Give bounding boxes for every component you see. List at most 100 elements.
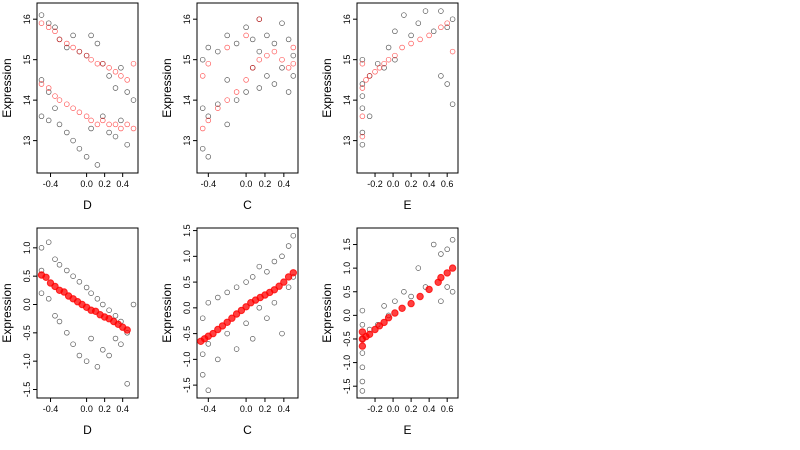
- data-point: [118, 73, 124, 79]
- data-point: [38, 20, 45, 26]
- x-tick-label: 0.2: [405, 179, 418, 189]
- data-point: [94, 162, 101, 168]
- data-point: [430, 241, 437, 248]
- data-point: [56, 36, 63, 43]
- data-point: [199, 315, 206, 321]
- data-point: [88, 290, 94, 296]
- x-axis-label: D: [83, 198, 92, 212]
- data-point: [264, 32, 270, 39]
- data-point: [118, 341, 124, 347]
- plot-frame: [36, 2, 139, 174]
- data-point: [112, 133, 119, 140]
- data-point: [38, 245, 45, 251]
- data-point: [124, 89, 130, 95]
- data-point: [372, 69, 378, 75]
- y-tick-label: 14: [22, 95, 32, 105]
- data-point: [444, 20, 450, 26]
- data-point: [359, 141, 366, 148]
- y-tick-label: 1.0: [22, 242, 32, 255]
- data-point: [83, 358, 90, 364]
- data-point: [407, 299, 415, 308]
- x-tick-label: 0.6: [441, 179, 454, 189]
- data-point: [290, 73, 297, 79]
- data-point: [444, 24, 450, 31]
- x-tick-label: 0.0: [240, 404, 253, 414]
- y-tick-label: 13: [182, 136, 192, 146]
- x-tick-label: 0.4: [116, 179, 129, 189]
- data-point: [290, 60, 297, 67]
- data-point: [64, 330, 70, 336]
- data-point: [289, 269, 297, 277]
- x-tick-label: 0.0: [80, 404, 93, 414]
- data-point: [52, 24, 58, 31]
- y-tick-label: 16: [182, 14, 192, 24]
- data-point: [70, 273, 76, 279]
- data-point: [233, 284, 240, 290]
- data-point: [359, 85, 366, 91]
- data-point: [38, 290, 45, 296]
- data-point: [385, 56, 392, 63]
- data-point: [64, 40, 70, 47]
- data-point: [264, 52, 270, 59]
- y-axis-label: Expression: [320, 283, 334, 342]
- data-point: [38, 12, 45, 18]
- data-point: [438, 24, 444, 31]
- x-tick-label: -0.4: [43, 179, 59, 189]
- data-point: [224, 289, 230, 296]
- data-point: [256, 16, 263, 22]
- data-point: [70, 44, 76, 51]
- data-point: [76, 145, 83, 152]
- data-point: [279, 20, 285, 26]
- data-point: [83, 154, 90, 160]
- data-point: [426, 32, 432, 39]
- data-point: [45, 239, 52, 245]
- data-point: [425, 285, 433, 294]
- x-tick-label: 0.4: [423, 404, 436, 414]
- data-point: [130, 301, 137, 308]
- data-point: [249, 36, 256, 43]
- data-point: [56, 121, 63, 128]
- x-tick-label: 0.2: [98, 179, 111, 189]
- y-tick-label: 15: [342, 55, 352, 65]
- x-tick-label: 0.2: [405, 404, 418, 414]
- data-point: [112, 69, 119, 75]
- x-tick-label: 0.0: [387, 179, 400, 189]
- data-point: [228, 314, 236, 322]
- data-point: [415, 265, 422, 271]
- data-point: [444, 284, 450, 290]
- data-point: [118, 117, 124, 124]
- data-point: [106, 129, 112, 136]
- data-point: [449, 237, 456, 243]
- data-point: [76, 48, 83, 55]
- y-tick-label: 15: [22, 55, 32, 65]
- data-point: [359, 81, 366, 87]
- data-point: [285, 65, 292, 71]
- y-axis-label: Expression: [160, 58, 174, 117]
- data-point: [249, 336, 256, 342]
- data-point: [106, 65, 112, 71]
- x-tick-label: 0.4: [423, 179, 436, 189]
- x-tick-label: -0.4: [201, 179, 217, 189]
- y-tick-label: -1.5: [22, 382, 32, 398]
- scatter-panel-6: -0.2 0.0 0.2 0.4 0.6 -1.5 -1.0 -0.5 0.0 0.5 1.0 1.5…: [320, 227, 459, 437]
- data-point: [408, 293, 414, 300]
- y-tick-label: -0.5: [342, 331, 352, 347]
- data-point: [52, 313, 58, 319]
- data-point: [264, 73, 270, 79]
- data-point: [45, 85, 52, 91]
- data-point: [264, 269, 270, 275]
- y-tick-label: -1.5: [182, 377, 192, 393]
- data-point: [38, 113, 45, 120]
- data-point: [271, 40, 278, 47]
- data-point: [199, 56, 206, 63]
- data-point: [199, 372, 206, 378]
- data-point: [118, 65, 124, 71]
- data-point: [88, 335, 94, 342]
- data-point: [359, 129, 366, 136]
- data-point: [359, 378, 366, 385]
- data-point: [249, 65, 256, 71]
- data-point: [232, 310, 241, 318]
- data-point: [381, 303, 387, 309]
- y-tick-label: 14: [342, 95, 352, 105]
